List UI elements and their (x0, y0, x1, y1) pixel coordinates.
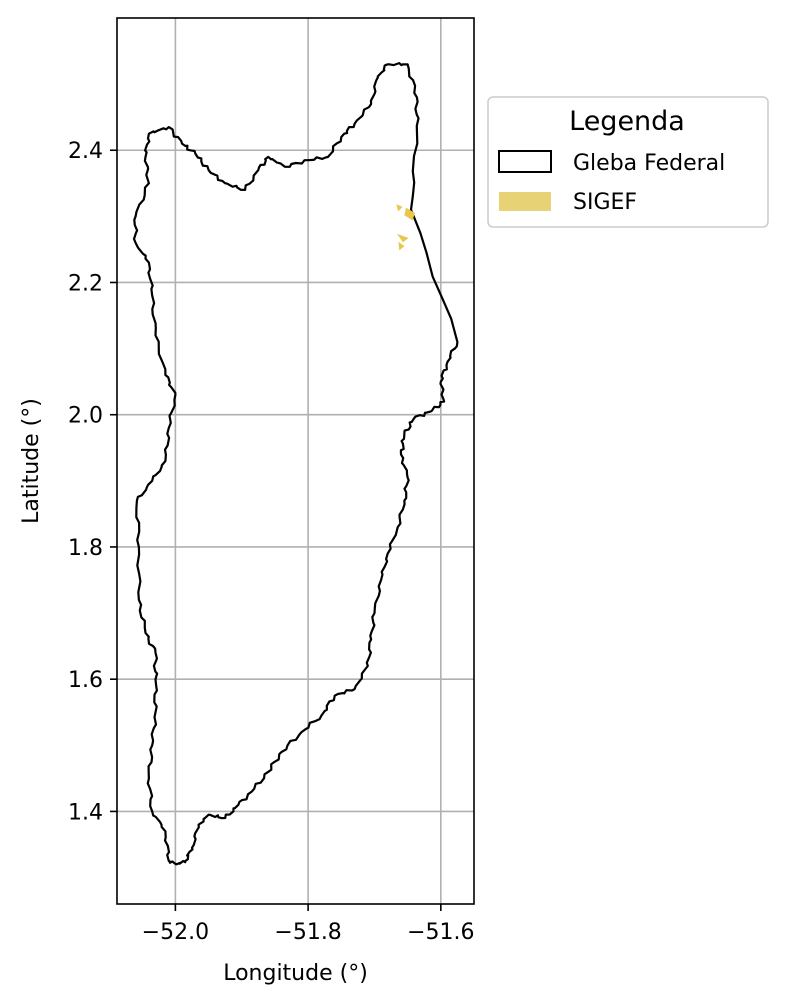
legend-label-gleba-federal: Gleba Federal (573, 151, 725, 176)
legend-title: Legenda (569, 106, 685, 137)
y-tick-label: 2.2 (68, 271, 103, 296)
y-tick-label: 2.4 (68, 139, 103, 164)
x-axis-ticks: −52.0 −51.8 −51.6 (142, 904, 475, 945)
y-axis-title: Latitude (°) (19, 398, 44, 524)
y-tick-label: 1.4 (68, 800, 103, 825)
sigef-parcel-2 (397, 233, 409, 243)
legend-label-sigef: SIGEF (573, 190, 637, 215)
y-tick-label: 2.0 (68, 404, 103, 429)
gleba-federal-layer (132, 62, 459, 866)
gleba-federal-polygon (132, 62, 459, 866)
legend-box (487, 96, 769, 228)
legend-swatch-sigef (499, 192, 551, 211)
y-tick-label: 1.8 (68, 536, 103, 561)
sigef-parcel-1 (396, 204, 403, 212)
grid-lines (117, 18, 474, 904)
x-tick-label: −52.0 (142, 920, 209, 945)
legend: Legenda Gleba Federal SIGEF (487, 96, 769, 228)
sigef-layer (396, 204, 415, 251)
x-axis-title: Longitude (°) (223, 961, 368, 986)
y-tick-label: 1.6 (68, 668, 103, 693)
legend-swatch-gleba-federal (498, 150, 552, 173)
x-tick-label: −51.6 (407, 920, 474, 945)
plot-frame (116, 17, 475, 905)
y-axis-ticks: 1.4 1.6 1.8 2.0 2.2 2.4 (68, 139, 117, 825)
sigef-parcel-0 (404, 207, 415, 221)
x-tick-label: −51.8 (274, 920, 341, 945)
sigef-parcel-3 (398, 241, 405, 251)
